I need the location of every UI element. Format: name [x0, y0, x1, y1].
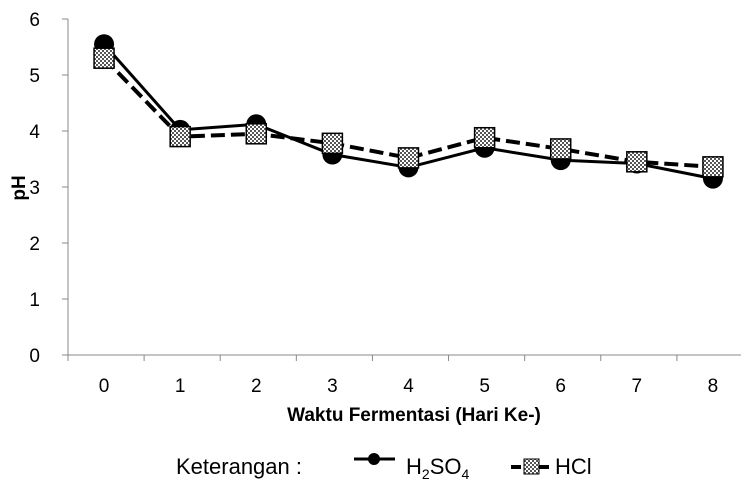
y-tick-label: 4 [29, 122, 40, 143]
x-tick-label: 2 [251, 376, 262, 397]
data-point-hcl [245, 123, 268, 145]
y-axis-ticks: 0 1 2 3 4 5 6 [29, 10, 68, 367]
series-layer [93, 34, 724, 189]
x-tick-label: 0 [99, 376, 110, 397]
x-tick-label: 3 [327, 376, 338, 397]
legend-h2so4-sub2: 4 [461, 466, 469, 482]
data-point-hcl [321, 132, 344, 155]
data-point-hcl [626, 151, 648, 173]
legend-h2so4-so: SO [430, 454, 462, 479]
legend-h2so4-label: H2SO4 [406, 454, 469, 482]
legend-prefix: Keterangan : [176, 454, 302, 479]
y-tick-label: 6 [29, 10, 40, 31]
legend-h2so4-marker [368, 453, 380, 465]
x-tick-label: 1 [175, 376, 186, 397]
legend-h2so4-h: H [406, 454, 422, 479]
y-tick-label: 5 [29, 66, 40, 87]
y-tick-label: 3 [29, 178, 40, 199]
series-line-hcl [102, 56, 714, 169]
legend-hcl-marker [523, 458, 540, 475]
legend-hcl-label: HCl [555, 454, 592, 479]
y-tick-label: 1 [29, 290, 40, 311]
y-tick-label: 0 [29, 346, 40, 367]
legend: Keterangan : H2SO4 HCl [176, 453, 592, 482]
data-point-hcl [169, 125, 191, 148]
x-axis-title: Waktu Fermentasi (Hari Ke-) [287, 405, 541, 426]
x-axis-ticks: 0 1 2 3 4 5 6 7 8 [67, 355, 719, 397]
x-tick-label: 7 [632, 376, 643, 397]
y-tick-label: 2 [29, 234, 40, 255]
data-point-hcl [702, 156, 724, 178]
data-point-hcl [93, 47, 115, 69]
data-point-hcl [549, 138, 572, 160]
data-point-hcl [473, 126, 496, 149]
data-point-hcl [397, 147, 420, 169]
legend-h2so4-sub1: 2 [422, 466, 430, 482]
x-tick-label: 6 [555, 376, 566, 397]
y-axis-title: pH [9, 175, 30, 200]
x-tick-label: 4 [403, 376, 414, 397]
x-tick-label: 8 [708, 376, 719, 397]
x-tick-label: 5 [479, 376, 490, 397]
